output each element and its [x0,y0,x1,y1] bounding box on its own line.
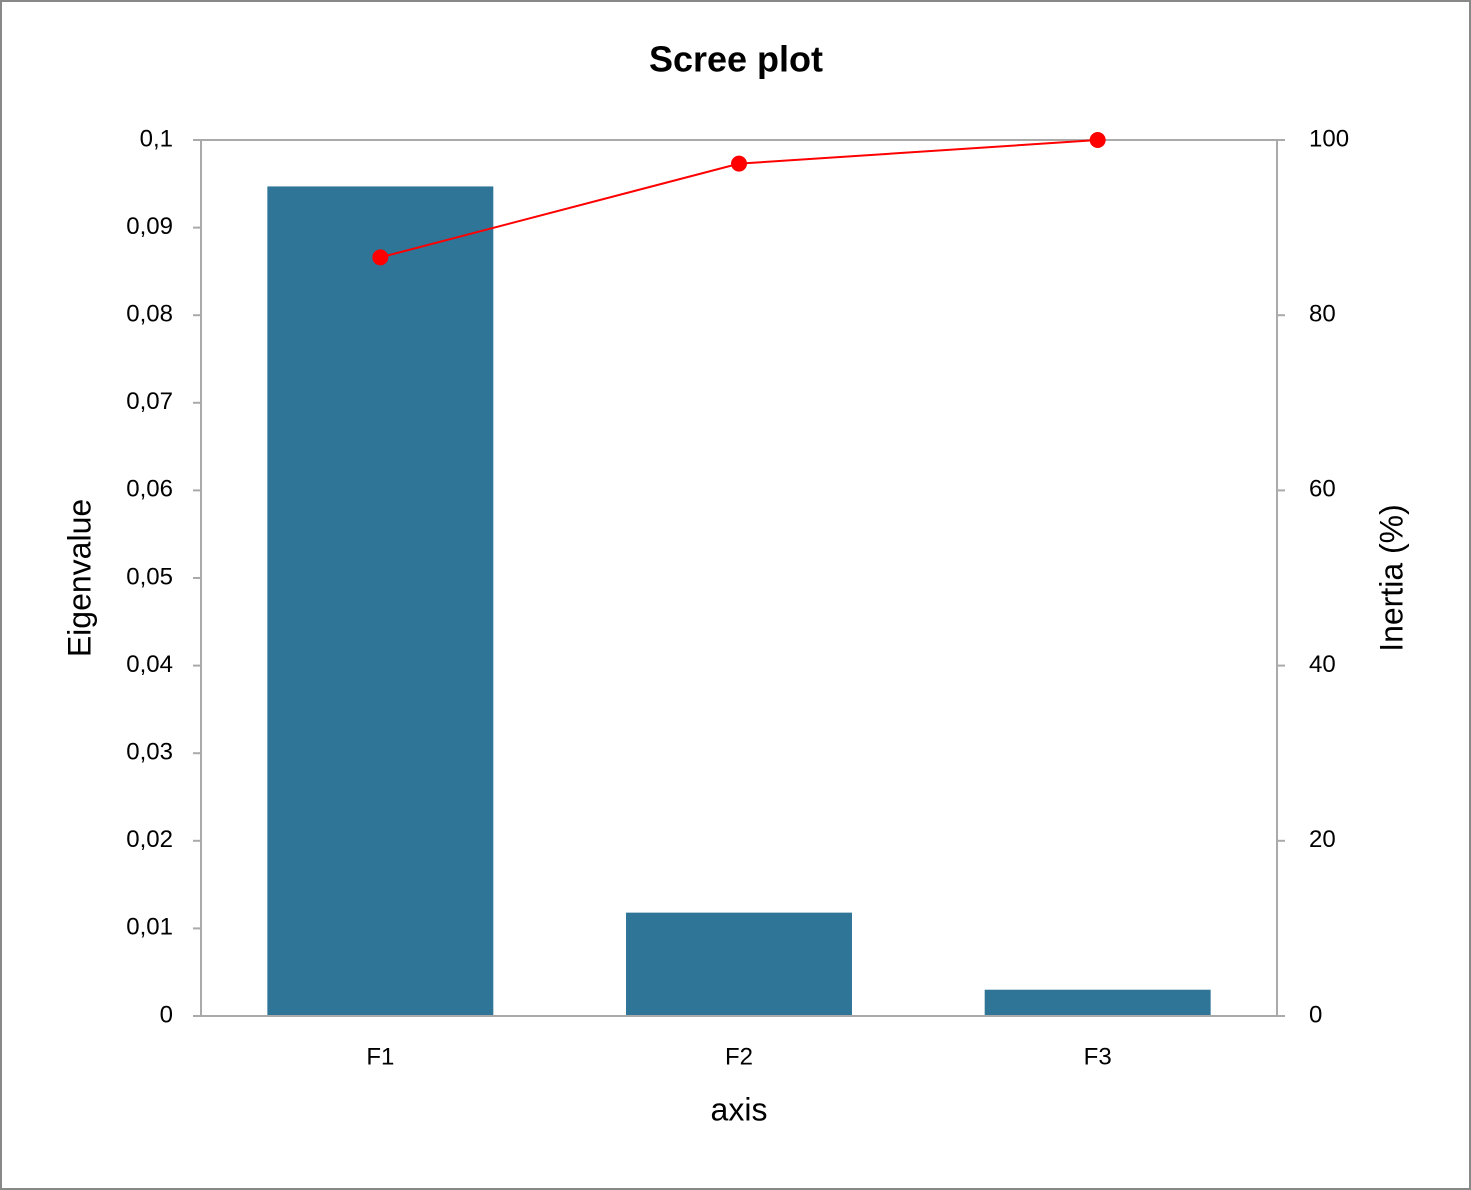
chart-title: Scree plot [649,39,823,80]
y2-tick-label: 100 [1309,125,1349,152]
bar [984,989,1211,1016]
y2-tick-label: 0 [1309,1001,1322,1028]
line-point [1089,132,1106,148]
y-tick-label: 0,08 [126,301,173,328]
y-tick-label: 0,01 [126,914,173,941]
y-tick-label: 0,06 [126,476,173,503]
y-tick-label: 0,02 [126,826,173,853]
y-tick-label: 0,03 [126,739,173,766]
y2-tick-label: 80 [1309,301,1336,328]
bar [267,186,494,1017]
y2-axis-title: Inertia (%) [1373,504,1409,652]
x-tick-label: F1 [366,1043,394,1070]
x-tick-label: F3 [1084,1043,1112,1070]
y-tick-label: 0 [160,1001,173,1028]
y-tick-label: 0,07 [126,388,173,415]
x-tick-label: F2 [725,1043,753,1070]
line-point [731,155,747,172]
y-tick-label: 0,1 [140,125,173,152]
y-tick-label: 0,09 [126,213,173,240]
x-axis-title: axis [711,1091,768,1127]
y-tick-label: 0,04 [126,651,173,678]
y-tick-label: 0,05 [126,563,173,590]
bar [626,912,852,1016]
y2-tick-label: 20 [1309,826,1336,853]
line-point [372,249,389,266]
y2-tick-label: 60 [1309,476,1336,503]
y-axis-title: Eigenvalue [61,499,97,657]
y2-tick-label: 40 [1309,651,1336,678]
